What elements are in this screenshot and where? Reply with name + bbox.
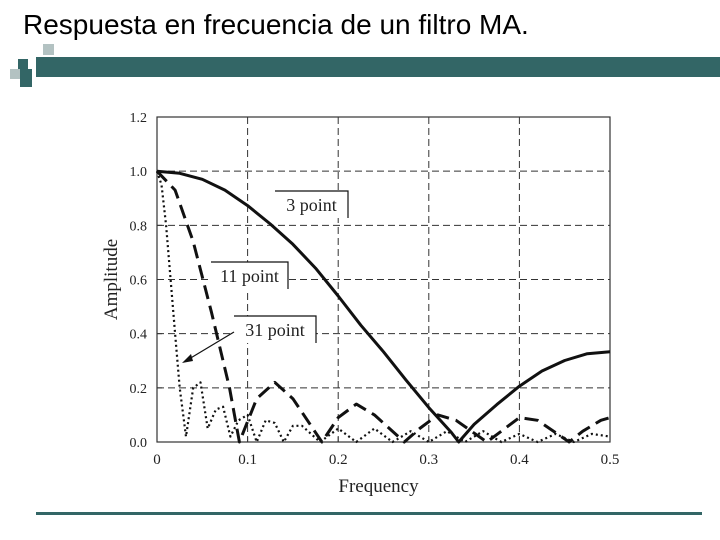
y-tick-label: 0.2 bbox=[130, 382, 148, 397]
x-tick-label: 0.2 bbox=[329, 452, 348, 468]
x-tick-label: 0.1 bbox=[238, 452, 257, 468]
annotation-arrow bbox=[183, 331, 235, 363]
x-tick-label: 0 bbox=[153, 452, 161, 468]
annotation-border bbox=[234, 315, 317, 343]
x-tick-label: 0.3 bbox=[419, 452, 438, 468]
decorative-square-dark bbox=[18, 59, 28, 69]
annotation-label: 3 point bbox=[286, 195, 337, 215]
slide-title: Respuesta en frecuencia de un filtro MA. bbox=[23, 9, 529, 40]
annotation-label: 11 point bbox=[220, 266, 279, 286]
decorative-square-light bbox=[43, 44, 54, 55]
annotation-box bbox=[234, 316, 316, 343]
y-axis-label: Amplitude bbox=[101, 239, 122, 320]
footer-rule bbox=[36, 512, 702, 515]
y-tick-label: 1.0 bbox=[130, 165, 148, 180]
annotation-border bbox=[275, 190, 349, 218]
decorative-square-dark bbox=[20, 69, 32, 87]
y-tick-label: 0.0 bbox=[130, 436, 148, 451]
x-axis-label: Frequency bbox=[338, 476, 419, 497]
annotation-box bbox=[275, 191, 348, 218]
annotation-box bbox=[211, 262, 288, 289]
series-line-11-point bbox=[155, 170, 611, 444]
annotation-arrowhead bbox=[182, 354, 193, 363]
series-line-3-point bbox=[156, 169, 611, 444]
series-line-31-point bbox=[155, 170, 611, 444]
x-tick-label: 0.4 bbox=[510, 452, 529, 468]
decorative-square-light bbox=[10, 69, 20, 79]
y-tick-label: 0.4 bbox=[130, 328, 148, 343]
y-tick-label: 0.6 bbox=[130, 274, 148, 289]
annotation-border bbox=[211, 261, 289, 289]
x-tick-label: 0.5 bbox=[601, 452, 620, 468]
y-tick-label: 1.2 bbox=[130, 111, 148, 126]
header-accent-bar bbox=[36, 57, 720, 77]
annotation-label: 31 point bbox=[245, 320, 305, 340]
y-tick-label: 0.8 bbox=[130, 219, 148, 234]
